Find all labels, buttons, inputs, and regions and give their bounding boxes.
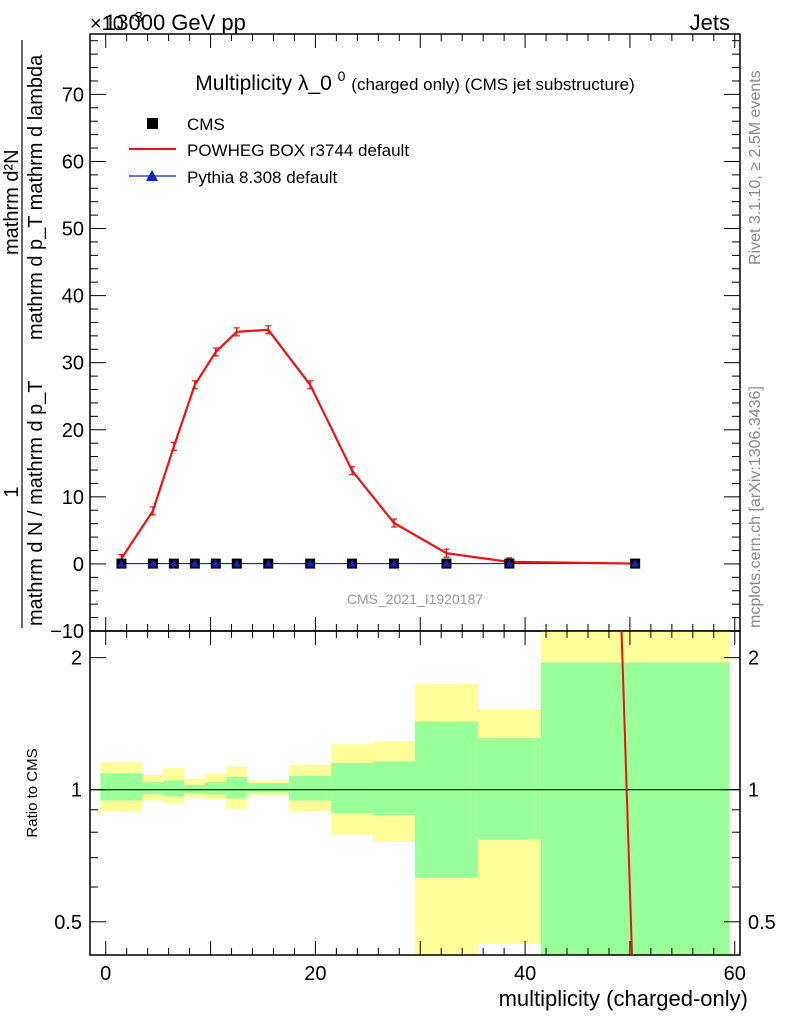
main-ylabel-right-denom: mathrm d p_T mathrm d lambda	[25, 54, 47, 340]
main-y-tick-label: −10	[50, 621, 84, 643]
ratio-band-inner	[331, 763, 374, 813]
pythia-data-point	[169, 559, 178, 567]
legend-cms-marker	[147, 118, 158, 129]
legend-pythia-marker	[146, 170, 158, 181]
pythia-data-point	[505, 559, 514, 567]
pythia-data-point	[190, 559, 199, 567]
ratio-band-inner	[226, 776, 248, 799]
main-x-ticks	[105, 34, 736, 631]
ratio-y-tick-label-right: 0.5	[748, 912, 776, 934]
ratio-band-inner	[415, 721, 478, 878]
rivet-label: Rivet 3.1.10, ≥ 2.5M events	[747, 70, 764, 265]
pythia-data-point	[117, 559, 126, 567]
main-y-tick-label: 20	[62, 420, 84, 442]
main-y-tick-label: 50	[62, 219, 84, 241]
ratio-band-inner	[142, 782, 164, 795]
ratio-y-tick-label: 2	[71, 648, 82, 670]
main-ylabel-numer: 1	[1, 486, 23, 497]
ratio-powheg-line	[620, 630, 634, 956]
ratio-band-inner	[247, 783, 290, 793]
main-series	[116, 325, 641, 569]
ratio-y-tick-label-right: 1	[748, 780, 759, 802]
watermark: CMS_2021_I1920187	[347, 591, 483, 607]
pythia-data-point	[264, 559, 273, 567]
x-tick-label: 0	[100, 963, 111, 985]
pythia-data-point	[148, 559, 157, 567]
ratio-x-ticks: 0 20 40 60	[100, 631, 746, 985]
legend-pythia-label: Pythia 8.308 default	[187, 168, 338, 187]
main-y-tick-label: 0	[73, 554, 84, 576]
ratio-band-inner	[477, 738, 541, 840]
main-y-tick-label: 40	[62, 286, 84, 308]
header-left: 13000 GeV pp	[104, 10, 246, 35]
ratio-lines	[90, 630, 740, 956]
ratio-plot-frame	[89, 630, 741, 956]
legend-powheg-label: POWHEG BOX r3744 default	[187, 141, 409, 160]
axis-exponent: ×10 -3	[90, 9, 143, 35]
pythia-data-point	[211, 559, 220, 567]
header-right: Jets	[690, 10, 730, 35]
main-y-tick-label: 70	[62, 84, 84, 106]
ratio-band-inner	[540, 662, 730, 955]
x-axis-label: multiplicity (charged-only)	[499, 986, 748, 1011]
pythia-data-point	[348, 559, 357, 567]
x-tick-label: 40	[514, 963, 536, 985]
main-y-tick-label: 30	[62, 353, 84, 375]
ratio-band-inner	[163, 780, 185, 797]
legend: CMS POWHEG BOX r3744 default Pythia 8.30…	[129, 115, 409, 187]
series-powheg-line	[120, 328, 636, 565]
main-title-main: Multiplicity λ_0	[195, 72, 332, 95]
main-ylabel: 1 mathrm d N / mathrm d p_T mathrm d²N m…	[1, 40, 47, 628]
mcplots-label: mcplots.cern.ch [arXiv:1306.3436]	[747, 386, 764, 628]
ratio-band-inner	[100, 773, 143, 801]
ratio-band-inner	[373, 761, 415, 816]
main-ylabel-denom: mathrm d N / mathrm d p_T	[25, 380, 47, 626]
ratio-band-inner	[205, 782, 227, 795]
pythia-data-point	[631, 559, 640, 567]
main-y-tick-label: 10	[62, 487, 84, 509]
ratio-y-tick-label: 0.5	[54, 912, 82, 934]
ratio-bands	[100, 631, 730, 955]
main-y-tick-label: 60	[62, 151, 84, 173]
main-y-ticks: −10 0 10 20 30 40 50 60 70	[50, 40, 740, 643]
main-title: Multiplicity λ_0 0 (charged only) (CMS j…	[195, 63, 634, 95]
x-tick-label: 60	[724, 963, 746, 985]
main-title-sup: 0	[338, 68, 346, 84]
ratio-y-tick-label-right: 2	[748, 648, 759, 670]
main-title-sub: (charged only) (CMS jet substructure)	[351, 75, 634, 94]
axis-exponent-base: ×10	[90, 13, 124, 35]
ratio-y-tick-label: 1	[71, 780, 82, 802]
legend-cms-label: CMS	[187, 115, 225, 134]
axis-exponent-power: -3	[130, 9, 143, 26]
x-tick-label: 20	[304, 963, 326, 985]
pythia-data-point	[442, 559, 451, 567]
ratio-y-ticks: 0.5 0.5 1 1 2 2	[54, 648, 776, 934]
pythia-data-point	[306, 559, 315, 567]
pythia-data-point	[232, 559, 241, 567]
pythia-data-point	[390, 559, 399, 567]
ratio-band-inner	[289, 775, 332, 801]
ratio-ylabel: Ratio to CMS	[24, 748, 41, 837]
main-ylabel-right-numer: mathrm d²N	[1, 149, 23, 255]
